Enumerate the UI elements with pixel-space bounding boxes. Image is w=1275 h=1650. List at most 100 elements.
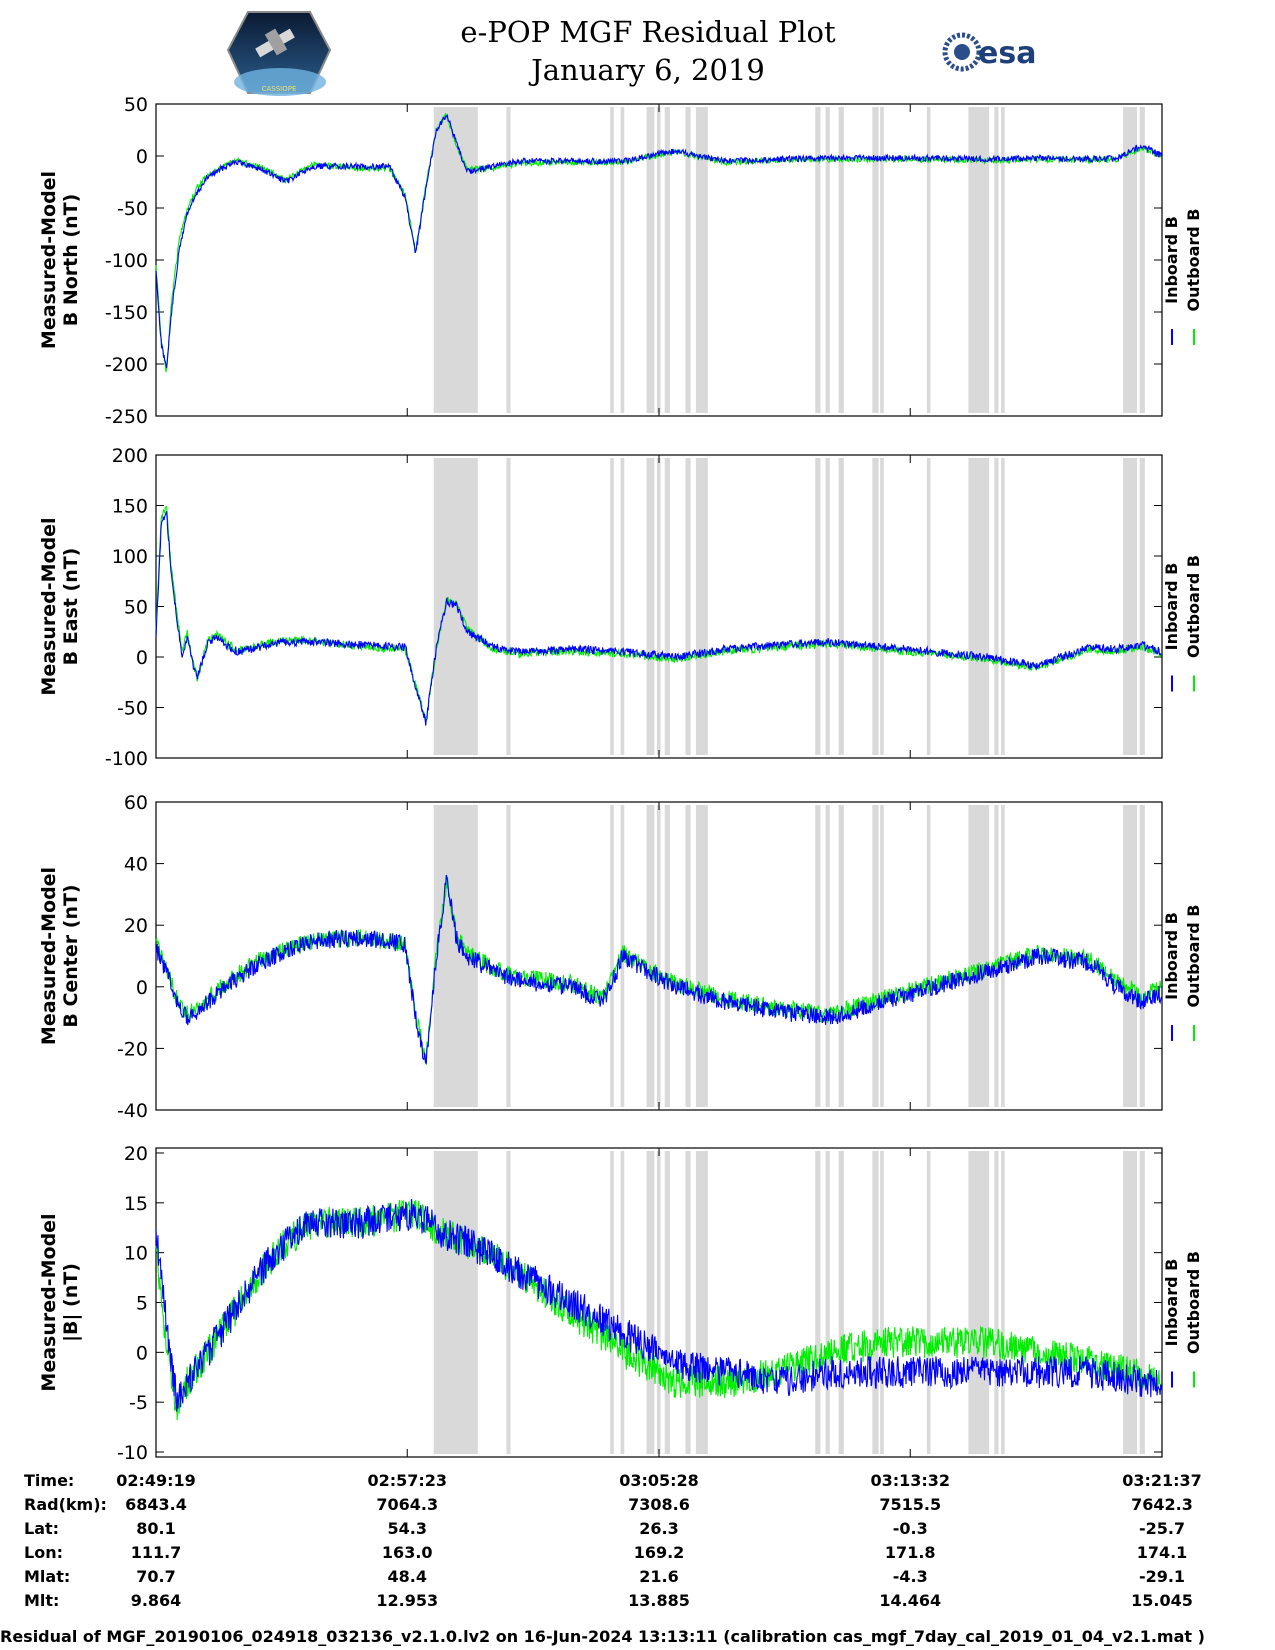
data-gap-band [968,805,990,1107]
series-line-outboard [155,1199,1162,1421]
cassiope-logo: CASSIOPE [226,11,332,96]
data-gap-band [664,107,670,413]
data-gap-band [825,1151,830,1454]
data-gap-band [815,107,821,413]
data-gap-band [620,1151,625,1454]
data-gap-band [656,1151,661,1454]
series-line-inboard [155,874,1162,1064]
data-gap-band [1123,107,1138,413]
data-gap-band [838,805,844,1107]
data-gap-band [880,1151,884,1454]
plot-date: January 6, 2019 [528,53,765,87]
data-gap-band [695,1151,708,1454]
data-gap-band [685,805,691,1107]
info-value: 21.6 [639,1567,678,1586]
data-gap-band [926,458,931,755]
data-gap-band [838,458,844,755]
y-tick-label: 50 [124,597,148,619]
info-value: 14.464 [879,1591,941,1610]
info-value: 12.953 [376,1591,438,1610]
info-row-label: Rad(km): [24,1495,107,1514]
data-gap-band [1139,107,1145,413]
y-tick-label: -40 [117,1100,148,1122]
y-tick-label: -50 [117,198,148,220]
info-value: -0.3 [893,1519,928,1538]
data-gap-band [656,458,661,755]
data-gap-band [968,107,990,413]
data-gap-band [926,1151,931,1454]
data-gap-band [664,805,670,1107]
cassiope-logo-text: CASSIOPE [262,85,297,93]
y-axis-label: Measured-Model [38,171,60,349]
info-value: 54.3 [387,1519,426,1538]
y-axis-label: B East (nT) [60,548,82,666]
y-tick-label: 150 [112,496,148,518]
y-tick-label: 15 [124,1193,148,1215]
esa-logo-text: esa [978,36,1036,71]
legend-inboard-label: Inboard B [1162,912,1181,1000]
data-gap-band [646,805,655,1107]
data-gap-band [433,107,478,413]
data-gap-band [620,458,625,755]
data-gap-band [880,458,884,755]
y-axis-label: |B| (nT) [60,1263,82,1342]
data-gap-band [994,1151,999,1454]
y-tick-label: 20 [124,1143,148,1165]
info-value: 03:21:37 [1122,1471,1202,1490]
data-gap-band [1139,805,1145,1107]
data-gap-band [1001,107,1005,413]
info-value: 03:05:28 [619,1471,699,1490]
info-value: 6843.4 [125,1495,187,1514]
data-gap-band [685,107,691,413]
info-value: 7308.6 [628,1495,690,1514]
legend-inboard-label: Inboard B [1162,216,1181,304]
info-value: 03:13:32 [870,1471,950,1490]
info-value: 9.864 [131,1591,182,1610]
data-gap-band [872,1151,879,1454]
data-gap-band [825,458,830,755]
y-tick-label: -20 [117,1038,148,1060]
data-gap-band [815,805,821,1107]
info-value: -29.1 [1139,1567,1185,1586]
info-value: -4.3 [893,1567,928,1586]
y-tick-label: 0 [136,1342,148,1364]
data-gap-band [656,805,661,1107]
data-gap-band [825,805,830,1107]
y-tick-label: -100 [105,250,148,272]
info-row-label: Lon: [24,1543,63,1562]
y-tick-label: -100 [105,748,148,770]
info-value: 48.4 [387,1567,426,1586]
data-gap-band [815,1151,821,1454]
info-row-label: Lat: [24,1519,59,1538]
y-tick-label: 60 [124,792,148,814]
legend-outboard-label: Outboard B [1184,1251,1203,1354]
plot-title: e-POP MGF Residual Plot [460,15,836,49]
info-value: 02:57:23 [367,1471,447,1490]
data-gap-band [872,107,879,413]
series-line-inboard [155,1199,1162,1412]
data-gap-band [825,107,830,413]
info-value: 15.045 [1131,1591,1193,1610]
y-tick-label: 50 [124,94,148,116]
y-axis-label: B Center (nT) [60,884,82,1027]
info-value: 26.3 [639,1519,678,1538]
info-value: 174.1 [1137,1543,1188,1562]
data-gap-band [994,458,999,755]
legend-inboard-label: Inboard B [1162,1259,1181,1347]
info-row-label: Mlt: [24,1591,59,1610]
info-row-label: Mlat: [24,1567,70,1586]
data-gap-band [838,1151,844,1454]
panel-b-center: 60 40 20 0 -20 -40 Measured-Model B Center (nT)… [38,792,1203,1122]
data-gap-band [695,805,708,1107]
data-gap-band [994,805,999,1107]
data-gap-band [506,1151,511,1454]
y-axis-label: B North (nT) [60,194,82,327]
legend-outboard-label: Outboard B [1184,555,1203,658]
info-value: 169.2 [634,1543,685,1562]
data-gap-band [664,1151,670,1454]
legend-outboard-label: Outboard B [1184,905,1203,1008]
legend-outboard-label: Outboard B [1184,209,1203,312]
data-gap-band [685,1151,691,1454]
data-gap-band [506,458,511,755]
